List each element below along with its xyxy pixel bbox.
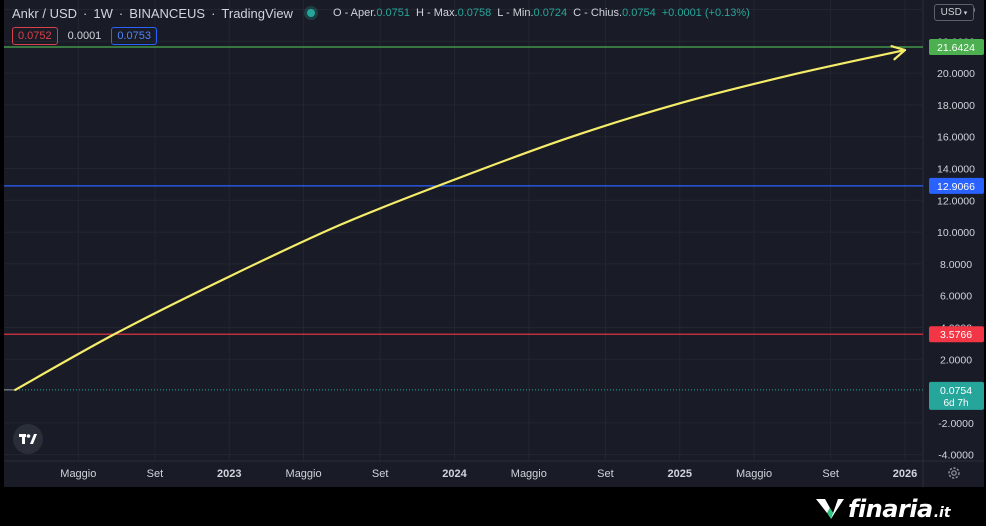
bar-countdown-label: 6d 7h — [943, 398, 968, 409]
open-value: 0.0751 — [376, 7, 411, 19]
open-label: O - Aper. — [332, 7, 377, 19]
y-tick-label: 14.0000 — [937, 164, 975, 176]
x-tick-label: Maggio — [286, 468, 322, 480]
change-value: +0.0001 (+0.13%) — [661, 7, 750, 19]
grid — [4, 0, 984, 487]
high-value: 0.0758 — [457, 7, 492, 19]
low-label: L - Min. — [497, 7, 534, 19]
finaria-logo-icon — [816, 499, 844, 519]
symbol-name[interactable]: Ankr / USD — [12, 5, 78, 21]
y-tick-label: 18.0000 — [937, 100, 975, 112]
chevron-down-icon: ▾ — [963, 9, 968, 17]
x-tick-label: 2024 — [442, 468, 467, 480]
target-level-tag — [929, 39, 984, 56]
header-separator: · — [211, 5, 216, 21]
y-tick-label: 8.0000 — [940, 259, 972, 271]
price-levels — [4, 46, 923, 391]
y-tick-label: -4.0000 — [938, 450, 974, 462]
symbol-header: Ankr / USD · 1W · BINANCEUS · TradingVie… — [12, 5, 750, 21]
trade-buttons: 0.0752 0.0001 0.0753 — [12, 27, 157, 45]
low-level-label: 3.5766 — [940, 329, 972, 341]
current-price-tag — [929, 381, 984, 410]
x-tick-label: Maggio — [511, 468, 547, 480]
source-label: TradingView — [221, 5, 293, 21]
y-tick-label: 20.0000 — [937, 68, 975, 80]
finaria-logo: finaria .it — [816, 494, 951, 524]
y-tick-label: 12.0000 — [937, 195, 975, 207]
x-tick-label: Set — [372, 468, 389, 480]
y-tick-label: 2.0000 — [940, 354, 972, 366]
header-separator: · — [83, 5, 88, 21]
x-tick-label: Maggio — [60, 468, 96, 480]
projection-arrow — [4, 45, 907, 391]
spread-value: 0.0001 — [67, 30, 102, 42]
exchange-label: BINANCEUS — [129, 5, 206, 21]
mid-level-tag — [929, 177, 984, 194]
gear-icon[interactable] — [946, 465, 962, 481]
currency-select[interactable]: USD ▾ — [934, 4, 974, 21]
target-level-label: 21.6424 — [937, 42, 975, 54]
buy-button[interactable]: 0.0753 — [111, 27, 157, 45]
x-tick-label: Set — [822, 468, 839, 480]
x-tick-label: Set — [597, 468, 614, 480]
interval-label[interactable]: 1W — [93, 5, 113, 21]
x-tick-label: Set — [147, 468, 164, 480]
tradingview-logo-icon[interactable] — [13, 424, 43, 454]
x-tick-label: 2026 — [893, 468, 917, 480]
header-separator: · — [118, 5, 124, 21]
time-axis: Maggio Set 2023 Maggio Set 2024 Maggio Set 2025 M… — [60, 468, 917, 480]
current-price-label: 0.0754 — [940, 385, 972, 397]
mid-level-label: 12.9066 — [937, 181, 975, 193]
projection-arrowhead — [890, 45, 907, 61]
projection-curve[interactable] — [14, 48, 907, 391]
y-tick-label: 16.0000 — [937, 132, 975, 144]
chart-panel[interactable]: 24.000022.000020.000018.000016.000014.00… — [4, 0, 984, 487]
low-level-tag — [929, 326, 984, 343]
sell-button[interactable]: 0.0752 — [12, 27, 58, 45]
low-value: 0.0724 — [533, 7, 568, 19]
close-value: 0.0754 — [622, 7, 656, 19]
x-tick-label: Maggio — [736, 468, 772, 480]
ohlc-values: O - Aper.0.0751 H - Max.0.0758 L - Min.0… — [333, 7, 750, 19]
high-label: H - Max. — [416, 7, 458, 19]
y-tick-label: 10.0000 — [937, 227, 975, 239]
y-tick-label: -2.0000 — [938, 418, 974, 430]
finaria-tld: .it — [933, 505, 951, 521]
currency-label: USD — [940, 7, 962, 18]
x-tick-label: 2023 — [217, 468, 241, 480]
close-label: C - Chius. — [573, 7, 623, 19]
x-tick-label: 2025 — [667, 468, 691, 480]
finaria-wordmark: finaria — [848, 495, 933, 523]
price-chart[interactable]: 24.000022.000020.000018.000016.000014.00… — [4, 0, 984, 487]
market-status-icon — [306, 9, 315, 17]
y-tick-label: 6.0000 — [940, 291, 972, 303]
